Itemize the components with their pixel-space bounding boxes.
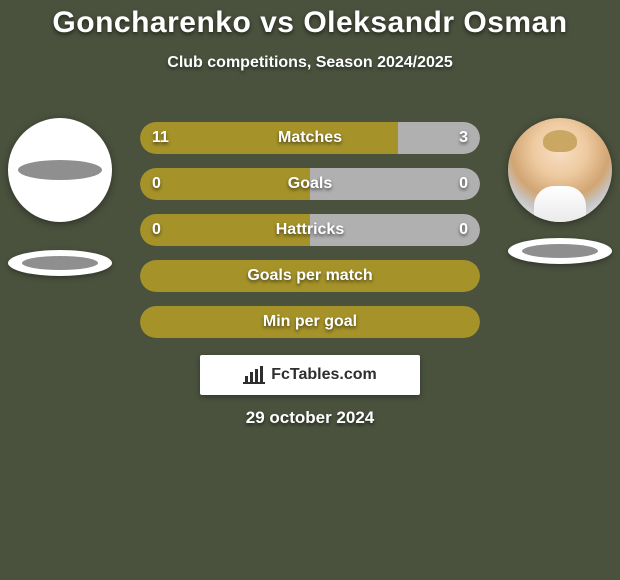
bar-label: Min per goal [140, 306, 480, 338]
branding-badge[interactable]: FcTables.com [200, 355, 420, 395]
bar-row: 11 Matches 3 [140, 122, 480, 154]
bar-value-right: 0 [459, 214, 468, 246]
page-title: Goncharenko vs Oleksandr Osman [0, 0, 620, 40]
bar-row: 0 Goals 0 [140, 168, 480, 200]
bar-value-right: 3 [459, 122, 468, 154]
bar-chart-icon [243, 366, 265, 384]
date-stamp: 29 october 2024 [0, 408, 620, 428]
player-right [508, 118, 612, 264]
team-chip-right [508, 238, 612, 264]
bar-row: Min per goal [140, 306, 480, 338]
h2h-bars: 11 Matches 3 0 Goals 0 0 Hattricks 0 [140, 122, 480, 352]
subtitle: Club competitions, Season 2024/2025 [0, 54, 620, 72]
bar-label: Goals [140, 168, 480, 200]
player-left [8, 118, 112, 276]
bar-label: Goals per match [140, 260, 480, 292]
avatar-left [8, 118, 112, 222]
bar-row: Goals per match [140, 260, 480, 292]
comparison-card: Goncharenko vs Oleksandr Osman Club comp… [0, 0, 620, 580]
bar-label: Matches [140, 122, 480, 154]
branding-text: FcTables.com [271, 366, 377, 384]
team-chip-left [8, 250, 112, 276]
avatar-right [508, 118, 612, 222]
bar-row: 0 Hattricks 0 [140, 214, 480, 246]
bar-label: Hattricks [140, 214, 480, 246]
bar-value-right: 0 [459, 168, 468, 200]
